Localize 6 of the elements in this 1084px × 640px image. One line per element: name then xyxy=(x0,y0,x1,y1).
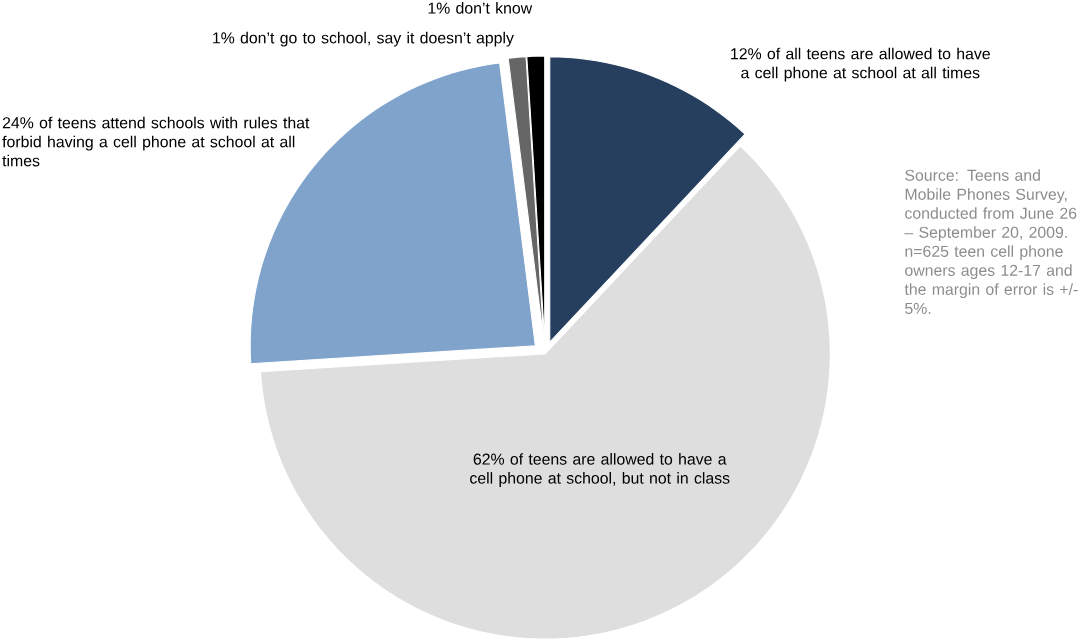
slice-label: 12% of all teens are allowed to have a cell phone at school at all times xyxy=(731,47,990,82)
slice-label: 62% of teens are allowed to have a cell phone at school, but not in class xyxy=(470,453,730,488)
source-note: Source: Teens and Mobile Phones Survey, conducted from June 26 – September 20, 2009. n=625 teen cell phone owners ages 12-17 and the margin of error is +/- 5%. xyxy=(904,169,1078,315)
slice-label: 24% of teens attend schools with rules that forbid having a cell phone at school at all times xyxy=(2,116,310,167)
slice-label: 1% don’t know xyxy=(428,2,533,14)
slice-label: 1% don’t go to school, say it doesn’t apply xyxy=(213,32,514,47)
